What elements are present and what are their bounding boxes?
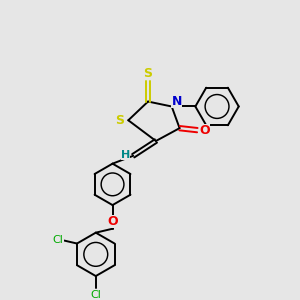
Text: S: S: [115, 114, 124, 127]
Text: O: O: [107, 215, 118, 228]
Text: Cl: Cl: [90, 290, 101, 300]
Text: N: N: [171, 95, 182, 108]
Text: H: H: [121, 150, 130, 160]
Text: Cl: Cl: [53, 235, 64, 244]
Text: O: O: [199, 124, 209, 136]
Text: S: S: [143, 68, 152, 80]
